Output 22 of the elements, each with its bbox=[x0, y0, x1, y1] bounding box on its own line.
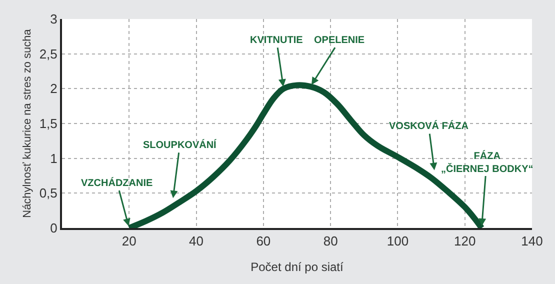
y-tick-label: 2,5 bbox=[39, 46, 58, 62]
x-tick-label: 80 bbox=[323, 234, 338, 249]
y-tick-label: 3 bbox=[50, 12, 58, 27]
annotation: VZCHÁDZANIE bbox=[81, 177, 153, 189]
y-tick-label: 1,5 bbox=[39, 116, 58, 132]
x-tick-label: 120 bbox=[454, 234, 476, 249]
x-tick-label: 140 bbox=[521, 234, 543, 249]
y-tick-label: 2 bbox=[50, 81, 58, 96]
annotation: OPELENIE bbox=[314, 35, 365, 46]
y-axis-title: Náchylnosť kukurice na stres zo sucha bbox=[21, 28, 34, 218]
y-tick-label: 1 bbox=[50, 150, 58, 166]
annotation: FÁZA „ČIERNEJ BODKY“ bbox=[441, 150, 534, 175]
annotation: VOSKOVÁ FÁZA bbox=[389, 120, 468, 132]
y-tick-label: 0,5 bbox=[39, 186, 58, 201]
y-tick-label: 0 bbox=[50, 220, 58, 236]
x-tick-label: 20 bbox=[122, 234, 136, 249]
x-tick-label: 40 bbox=[189, 234, 204, 249]
x-tick-label: 60 bbox=[256, 234, 271, 249]
annotation: KVITNUTIE bbox=[250, 35, 304, 46]
annotation: SLOUPKOVÁNÍ bbox=[143, 139, 217, 151]
x-tick-label: 100 bbox=[386, 234, 409, 249]
x-axis-title: Počet dní po siatí bbox=[250, 260, 344, 274]
